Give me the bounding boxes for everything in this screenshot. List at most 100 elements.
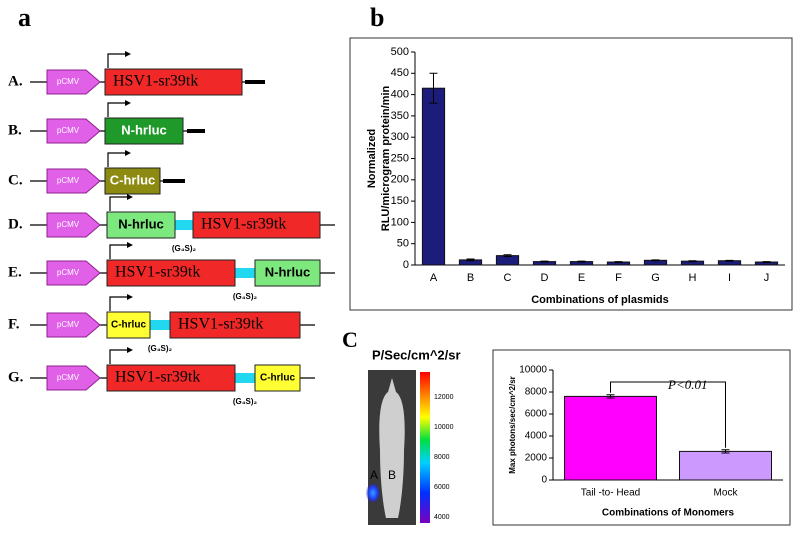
y-tick-label: 150	[391, 195, 409, 207]
gene-box	[104, 117, 184, 145]
promoter-label: pCMV	[57, 126, 80, 135]
y-axis-title: Max photons/sec/cm^2/sr	[508, 376, 517, 474]
x-tick-label: E	[578, 272, 585, 284]
signal-spot	[366, 483, 380, 503]
gene-box	[104, 68, 243, 96]
gene-box	[106, 211, 176, 239]
y-axis-title: RLU/microgram protein/min	[380, 85, 392, 231]
x-tick-label: D	[541, 272, 549, 284]
linker-label: (G₄S)₂	[233, 292, 258, 301]
error-bar	[606, 394, 615, 399]
error-bar	[614, 261, 623, 263]
gene-label: N-hrluc	[118, 216, 164, 231]
panel-label: C	[342, 327, 358, 352]
tss-arrow	[107, 102, 125, 117]
gene-label: HSV1-sr39tk	[115, 264, 200, 281]
gene-label: HSV1-sr39tk	[115, 369, 200, 386]
x-axis-title: Combinations of Monomers	[602, 508, 735, 519]
gene-label: C-hrluc	[110, 172, 156, 187]
y-tick-label: 100	[391, 216, 409, 228]
panel-label: a	[18, 3, 31, 32]
x-tick-label: Mock	[714, 488, 739, 499]
bar	[495, 255, 520, 266]
row-label: C.	[8, 172, 23, 188]
row-label: D.	[8, 216, 23, 232]
row-label: A.	[8, 73, 23, 89]
gene-box	[106, 311, 151, 339]
chart-frame	[349, 37, 793, 311]
tss-head	[127, 294, 133, 300]
error-bar	[721, 449, 730, 454]
x-tick-label: I	[728, 272, 731, 284]
error-bar	[466, 258, 475, 262]
y-tick-label: 0	[541, 475, 547, 486]
row-label: F.	[8, 316, 20, 332]
promoter-label: pCMV	[57, 77, 80, 86]
row-label: E.	[8, 264, 22, 280]
tail	[163, 179, 185, 183]
row-label: B.	[8, 122, 22, 138]
colorbar-label: 4000	[434, 514, 450, 521]
gene-box	[169, 311, 301, 339]
colorbar	[420, 372, 430, 523]
promoter-arrow	[46, 118, 101, 144]
linker-label: (G₄S)₂	[233, 397, 258, 406]
x-tick-label: C	[504, 272, 512, 284]
row-label: G.	[8, 369, 24, 385]
x-tick-label: Tail -to- Head	[581, 488, 640, 499]
gene-label: N-hrluc	[121, 122, 167, 137]
error-bar	[688, 260, 697, 263]
y-tick-label: 50	[397, 238, 409, 250]
gene-label: C-hrluc	[111, 320, 146, 331]
x-tick-label: J	[764, 272, 770, 284]
linker	[235, 268, 255, 278]
tss-head	[125, 100, 131, 106]
y-tick-label: 0	[403, 259, 409, 271]
gene-box	[192, 211, 321, 239]
image-label: A	[370, 468, 378, 482]
gene-box	[254, 259, 321, 287]
tss-head	[127, 194, 133, 200]
tss-arrow	[109, 296, 127, 311]
promoter-arrow	[46, 260, 101, 286]
y-axis-title: Normalized	[366, 129, 378, 188]
linker	[175, 220, 193, 230]
image-label: B	[388, 468, 396, 482]
y-tick-label: 350	[391, 110, 409, 122]
bar	[679, 450, 772, 481]
mouse-body	[379, 378, 405, 518]
panel-label: b	[370, 3, 384, 32]
y-tick-label: 8000	[525, 387, 548, 398]
y-tick-label: 300	[391, 131, 409, 143]
tss-arrow	[107, 152, 125, 167]
x-tick-label: F	[615, 272, 622, 284]
tss-head	[125, 150, 131, 156]
colorbar-label: 8000	[434, 454, 450, 461]
y-tick-label: 500	[391, 46, 409, 58]
promoter-arrow	[46, 312, 101, 338]
error-bar	[429, 72, 438, 104]
x-tick-label: B	[467, 272, 474, 284]
gene-label: HSV1-sr39tk	[201, 216, 286, 233]
y-tick-label: 200	[391, 174, 409, 186]
colorbar-label: 6000	[434, 484, 450, 491]
y-tick-label: 6000	[525, 409, 548, 420]
x-axis-title: Combinations of plasmids	[531, 294, 669, 306]
significance-bracket	[610, 381, 726, 448]
bar	[421, 87, 446, 266]
y-tick-label: 2000	[525, 453, 548, 464]
error-bar	[651, 259, 660, 262]
y-tick-label: 450	[391, 67, 409, 79]
error-bar	[503, 254, 512, 257]
gene-label: C-hrluc	[260, 373, 295, 384]
linker	[235, 373, 255, 383]
gene-label: HSV1-sr39tk	[178, 316, 263, 333]
promoter-label: pCMV	[57, 220, 80, 229]
linker	[150, 320, 170, 330]
tss-arrow	[107, 53, 125, 68]
annotation: P<0.01	[667, 377, 707, 392]
tss-arrow	[109, 349, 127, 364]
gene-label: HSV1-sr39tk	[113, 73, 198, 90]
gene-box	[254, 364, 301, 392]
